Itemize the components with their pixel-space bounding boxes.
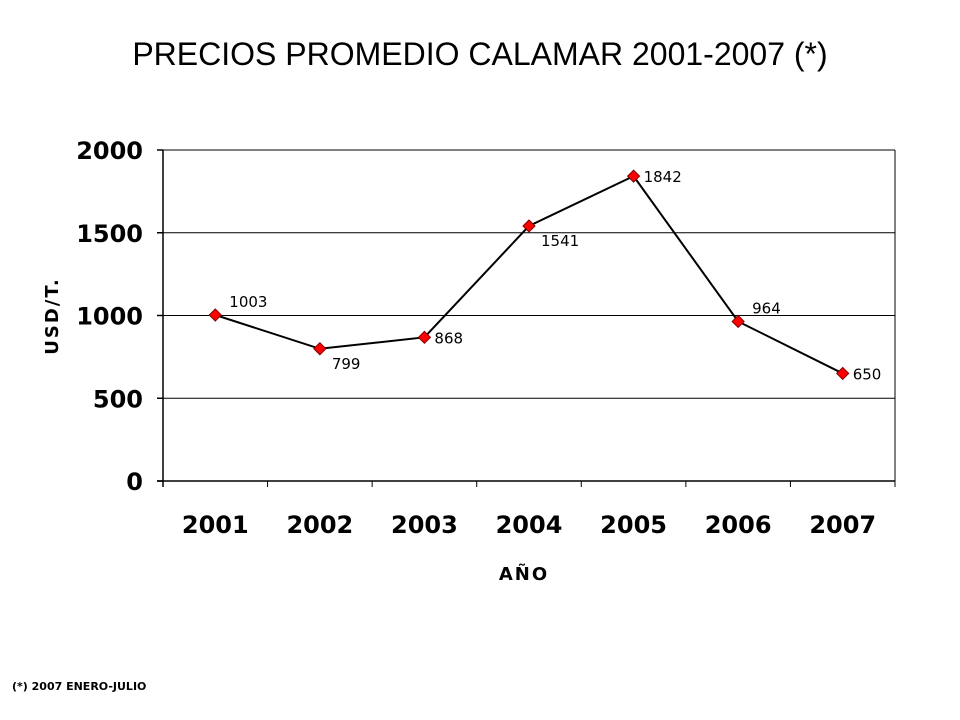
gridlines	[163, 149, 895, 399]
data-label: 1842	[644, 168, 682, 186]
data-label: 1003	[229, 293, 267, 311]
y-tick-label: 0	[126, 468, 143, 496]
data-label: 868	[434, 329, 463, 347]
y-tick-label: 2000	[76, 137, 143, 165]
x-tick-label: 2004	[496, 511, 563, 539]
chart-title: PRECIOS PROMEDIO CALAMAR 2001-2007 (*)	[132, 36, 828, 72]
data-point-marker	[417, 330, 432, 345]
data-point-marker	[626, 169, 641, 183]
data-label: 1541	[541, 232, 579, 250]
y-tick-label: 1000	[76, 303, 143, 331]
x-axis-label: AÑO	[499, 562, 549, 585]
data-point-marker	[731, 314, 745, 329]
x-tick-label: 2005	[600, 511, 667, 539]
footnote: (*) 2007 ENERO-JULIO	[12, 680, 147, 693]
x-tick-labels: 2001 2002 2003 2004 2005 2006 2007	[182, 511, 876, 539]
series-line	[214, 174, 844, 375]
data-point-marker	[522, 219, 536, 233]
data-label: 799	[332, 355, 361, 373]
data-label: 650	[853, 365, 882, 383]
y-tick-label: 1500	[76, 220, 143, 248]
y-axis-label: USD/T.	[42, 277, 63, 354]
data-point-marker	[836, 366, 850, 381]
y-tick-label: 500	[93, 385, 143, 413]
x-tick-label: 2001	[182, 511, 249, 539]
x-tick-label: 2006	[705, 511, 772, 539]
x-tick-label: 2002	[286, 511, 353, 539]
x-tick-label: 2003	[391, 511, 458, 539]
data-markers	[208, 169, 850, 381]
series-line-path	[214, 174, 844, 375]
y-tick-labels: 0 500 1000 1500 2000	[76, 137, 143, 496]
axes	[157, 149, 896, 487]
data-label: 964	[752, 299, 781, 317]
data-labels: 1003 799 868 1541 1842 964 650	[229, 168, 881, 383]
x-tick-label: 2007	[809, 511, 876, 539]
data-point-marker	[313, 342, 327, 356]
data-point-marker	[208, 308, 222, 322]
